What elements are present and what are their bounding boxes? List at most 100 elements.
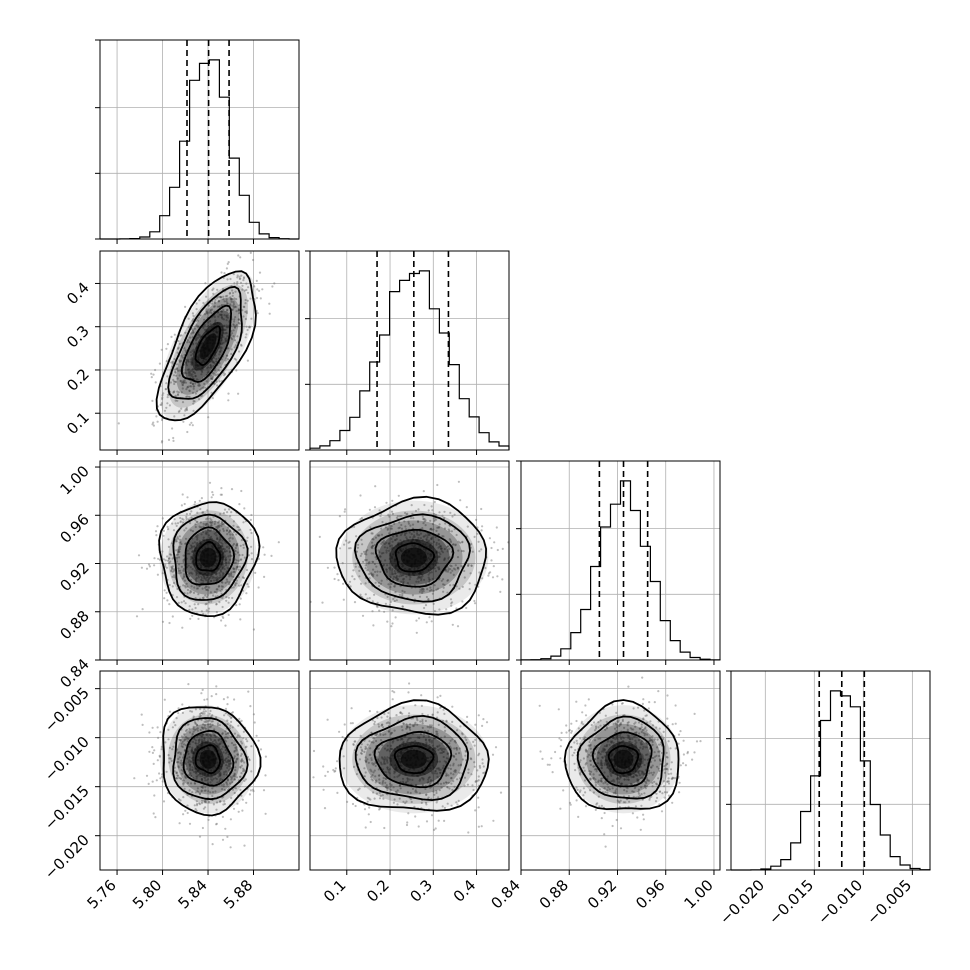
sample-point <box>400 764 403 768</box>
sample-point <box>246 740 249 743</box>
sample-point <box>451 543 454 546</box>
sample-point <box>216 546 220 549</box>
sample-point <box>225 340 228 343</box>
sample-point <box>209 320 212 323</box>
sample-point <box>627 772 631 776</box>
sample-point <box>230 298 234 301</box>
sample-point <box>403 532 406 535</box>
sample-point <box>446 786 449 789</box>
sample-point <box>171 748 174 751</box>
sample-point <box>234 583 237 586</box>
sample-point <box>215 534 218 537</box>
sample-point <box>449 584 452 587</box>
sample-point <box>152 421 155 424</box>
sample-point <box>424 519 427 522</box>
sample-point <box>216 288 219 291</box>
sample-point <box>212 731 215 735</box>
sample-point <box>391 567 394 571</box>
sample-point <box>229 304 232 307</box>
sample-point <box>409 516 413 520</box>
sample-point <box>420 767 424 770</box>
sample-point <box>200 576 204 580</box>
sample-point <box>256 312 259 315</box>
sample-point <box>181 577 185 580</box>
sample-point <box>200 572 203 575</box>
sample-point <box>164 387 167 391</box>
sample-point <box>352 569 355 572</box>
sample-point <box>408 568 412 571</box>
sample-point <box>421 575 424 578</box>
sample-point <box>457 567 460 570</box>
sample-point <box>378 797 382 800</box>
sample-point <box>368 740 371 743</box>
sample-point <box>468 588 471 591</box>
sample-point <box>196 790 199 793</box>
sample-point <box>513 744 515 746</box>
sample-point <box>222 529 225 533</box>
sample-point <box>394 567 397 570</box>
sample-point <box>191 750 194 754</box>
sample-point <box>386 766 389 769</box>
sample-point <box>221 326 224 329</box>
sample-point <box>399 784 402 788</box>
sample-point <box>207 818 210 822</box>
sample-point <box>196 541 199 545</box>
sample-point <box>228 292 231 295</box>
sample-point <box>226 278 229 281</box>
sample-point <box>207 325 210 328</box>
sample-point <box>195 777 198 780</box>
sample-point <box>206 746 209 749</box>
sample-point <box>220 765 223 768</box>
sample-point <box>159 403 162 406</box>
sample-point <box>355 773 358 776</box>
sample-point <box>372 624 375 627</box>
sample-point <box>161 394 164 397</box>
contour-level-1 <box>180 304 233 383</box>
sample-point <box>439 706 442 710</box>
sample-point <box>199 507 202 511</box>
sample-point <box>443 726 446 729</box>
sample-point <box>232 301 235 304</box>
sample-point <box>185 406 188 409</box>
sample-point <box>197 774 200 777</box>
sample-point <box>434 827 437 830</box>
sample-point <box>226 314 229 317</box>
sample-point <box>248 326 252 329</box>
sample-point <box>217 585 220 588</box>
sample-point <box>456 556 460 559</box>
sample-point <box>524 750 526 752</box>
sample-point <box>249 705 252 708</box>
sample-point <box>206 528 209 532</box>
sample-point <box>326 566 329 569</box>
sample-point <box>182 584 185 587</box>
sample-point <box>178 535 181 538</box>
sample-point <box>428 724 432 727</box>
sample-point <box>173 569 176 572</box>
sample-point <box>194 500 197 504</box>
sample-point <box>466 741 469 744</box>
sample-point <box>206 371 209 374</box>
sample-point <box>174 380 178 384</box>
sample-point <box>455 748 458 751</box>
sample-point <box>192 770 196 773</box>
sample-point <box>205 295 208 298</box>
sample-point <box>405 536 408 539</box>
sample-point <box>233 791 236 795</box>
sample-point <box>636 763 639 767</box>
sample-point <box>195 362 198 365</box>
sample-point <box>197 325 200 328</box>
sample-point <box>449 764 452 767</box>
sample-point <box>384 757 387 761</box>
sample-point <box>166 375 169 378</box>
sample-point <box>220 524 223 528</box>
sample-point <box>210 496 213 499</box>
sample-point <box>229 298 233 301</box>
sample-point <box>203 577 206 580</box>
sample-point <box>373 720 376 723</box>
sample-point <box>333 577 336 581</box>
sample-point <box>191 312 194 315</box>
sample-point <box>213 302 216 305</box>
sample-point <box>653 751 656 754</box>
sample-point <box>218 572 221 575</box>
sample-point <box>168 621 171 625</box>
